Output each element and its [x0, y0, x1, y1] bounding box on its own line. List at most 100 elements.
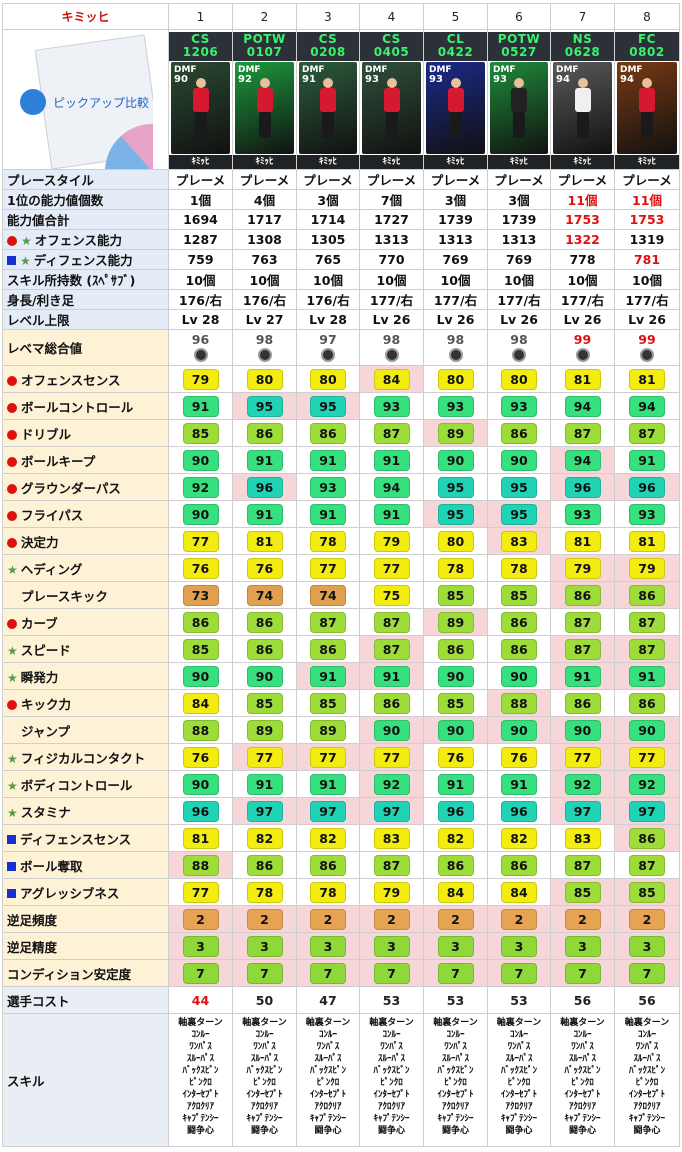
- pickup-cell[interactable]: ピックアップ比較: [2, 29, 169, 170]
- card-player-name: ｷﾐｯﾋ: [488, 155, 550, 169]
- stat-cell: 85: [614, 878, 680, 906]
- card-player-name: ｷﾐｯﾋ: [169, 155, 232, 169]
- stat-cell: 86: [232, 635, 297, 663]
- extra-cell: 7: [359, 959, 424, 987]
- stat-row: ボールキープ 90 91 91 91 90 90 94 91: [2, 446, 680, 474]
- stat-badge: 91: [246, 449, 283, 471]
- info-row: 身長/利き足 176/右 176/右 176/右 177/右 177/右 177/右 177/…: [2, 289, 680, 310]
- player-card[interactable]: CS 0405 DMF 93 ｷﾐｯﾋ: [359, 29, 424, 170]
- stat-cell: 77: [359, 554, 424, 582]
- cost-row: 選手コスト 44 50 47 53 53 53 56 56: [2, 986, 680, 1014]
- stat-cell: 86: [487, 419, 551, 447]
- skill-item: 闘争心: [633, 1126, 661, 1136]
- stat-badge: 97: [629, 800, 665, 822]
- stat-badge: 90: [182, 449, 219, 471]
- extra-badge: 3: [246, 935, 283, 957]
- stat-badge: 86: [564, 584, 601, 606]
- skill-item: 闘争心: [250, 1126, 278, 1136]
- stat-badge: 86: [437, 854, 474, 876]
- info-value: 177/右: [423, 289, 488, 310]
- info-value: 176/右: [296, 289, 360, 310]
- star-icon: ★: [7, 562, 18, 577]
- stat-badge: 78: [437, 557, 474, 579]
- extra-badge: 7: [629, 962, 665, 984]
- rebema-cell: 98: [487, 329, 551, 366]
- stat-cell: 78: [232, 878, 297, 906]
- extra-cell: 2: [614, 905, 680, 933]
- stat-row: キック力 84 85 85 86 85 88 86 86: [2, 689, 680, 717]
- card-code-line1: CL: [446, 32, 465, 46]
- stat-cell: 88: [168, 716, 233, 744]
- player-card-image: DMF 92: [235, 62, 294, 154]
- info-value: 3個: [296, 189, 360, 210]
- stat-cell: 77: [614, 743, 680, 771]
- card-rating: DMF 90: [174, 65, 197, 85]
- extra-row: 逆足頻度 2 2 2 2 2 2 2 2: [2, 905, 680, 933]
- info-value: 759: [168, 249, 233, 270]
- stat-label: ★ ボディコントロール: [2, 770, 169, 798]
- card-rating: DMF 93: [493, 65, 516, 85]
- info-value: Lv 26: [423, 309, 488, 330]
- stat-label: ★ スピード: [2, 635, 169, 663]
- stat-cell: 84: [168, 689, 233, 717]
- stat-row: グラウンダーパス 92 96 93 94 95 95 96 96: [2, 473, 680, 501]
- skill-item: ｺﾝﾙｰ: [573, 1030, 592, 1040]
- skill-item: ﾊﾞｯｸｽﾋﾟﾝ: [246, 1066, 283, 1076]
- stat-row: 決定力 77 81 78 79 80 83 81 81: [2, 527, 680, 555]
- stat-cell: 91: [614, 446, 680, 474]
- skill-item: ﾋﾟﾝｸﾛ: [253, 1078, 276, 1088]
- player-card[interactable]: CS 1206 DMF 90 ｷﾐｯﾋ: [168, 29, 233, 170]
- stat-cell: 91: [359, 446, 424, 474]
- pickup-compare-link[interactable]: ピックアップ比較: [53, 96, 150, 110]
- stat-badge: 79: [182, 368, 219, 390]
- skill-item: 闘争心: [314, 1126, 342, 1136]
- extra-cell: 3: [487, 932, 551, 960]
- stat-cell: 81: [550, 365, 615, 393]
- player-card[interactable]: NS 0628 DMF 94 ｷﾐｯﾋ: [550, 29, 615, 170]
- extra-badge: 3: [310, 935, 346, 957]
- player-card[interactable]: POTW 0107 DMF 92 ｷﾐｯﾋ: [232, 29, 297, 170]
- card-ovr: 90: [174, 74, 188, 85]
- info-value: 1739: [487, 209, 551, 230]
- stat-cell: 91: [232, 500, 297, 528]
- stat-cell: 91: [296, 500, 360, 528]
- skill-item: ｲﾝﾀｰｾﾌﾟﾄ: [182, 1090, 219, 1100]
- skills-cell: 軸裏ターン ｺﾝﾙｰ ﾜﾝﾊﾟｽ ｽﾙｰﾊﾟｽ ﾊﾞｯｸｽﾋﾟﾝ ﾋﾟﾝｸﾛ ｲﾝﾀｰｾﾌﾟ…: [550, 1013, 615, 1147]
- stat-label: ★ スタミナ: [2, 797, 169, 825]
- card-code: POTW 0527: [488, 32, 550, 61]
- player-card[interactable]: CL 0422 DMF 93 ｷﾐｯﾋ: [423, 29, 488, 170]
- skill-item: ﾜﾝﾊﾟｽ: [444, 1042, 467, 1052]
- stat-badge: 86: [246, 611, 283, 633]
- stat-badge: 77: [373, 557, 410, 579]
- stat-cell: 97: [359, 797, 424, 825]
- extra-badge: 2: [182, 908, 219, 930]
- player-card[interactable]: FC 0802 DMF 94 ｷﾐｯﾋ: [614, 29, 680, 170]
- rebema-cell: 98: [232, 329, 297, 366]
- rebema-value: 98: [510, 332, 528, 347]
- stat-label: グラウンダーパス: [2, 473, 169, 501]
- stat-cell: 91: [359, 500, 424, 528]
- extra-label: 逆足頻度: [2, 905, 169, 933]
- stat-cell: 78: [296, 527, 360, 555]
- rebema-cell: 96: [168, 329, 233, 366]
- stat-cell: 86: [487, 608, 551, 636]
- skill-item: ﾜﾝﾊﾟｽ: [253, 1042, 276, 1052]
- stat-cell: 84: [423, 878, 488, 906]
- rebema-value: 98: [255, 332, 274, 347]
- card-code: CS 0208: [297, 32, 359, 61]
- stat-badge: 95: [501, 503, 537, 525]
- column-number: 7: [550, 3, 615, 30]
- player-card[interactable]: CS 0208 DMF 91 ｷﾐｯﾋ: [296, 29, 360, 170]
- extra-cell: 3: [423, 932, 488, 960]
- info-label: ★ ディフェンス能力: [2, 249, 169, 270]
- card-rating: DMF 93: [365, 65, 388, 85]
- stat-badge: 90: [501, 449, 537, 471]
- player-card[interactable]: POTW 0527 DMF 93 ｷﾐｯﾋ: [487, 29, 551, 170]
- stat-cell: 87: [359, 635, 424, 663]
- card-code: CL 0422: [424, 32, 487, 61]
- extra-badge: 7: [310, 962, 346, 984]
- info-value: 1313: [423, 229, 488, 250]
- stat-badge: 79: [564, 557, 601, 579]
- stat-badge: 78: [501, 557, 537, 579]
- stat-badge: 82: [437, 827, 474, 849]
